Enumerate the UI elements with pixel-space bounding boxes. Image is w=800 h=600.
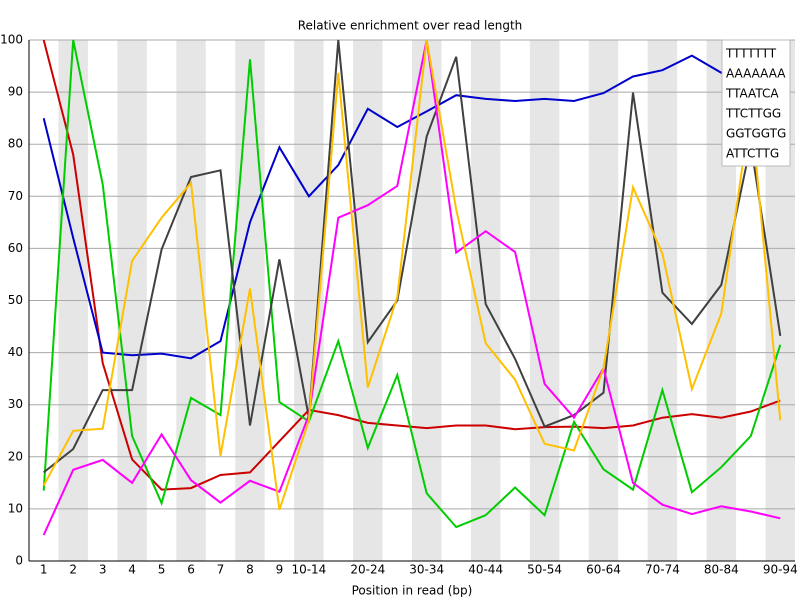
legend-label: AAAAAAA	[726, 67, 786, 81]
series-line	[42, 49, 781, 360]
x-tick-label: 70-74	[645, 563, 680, 577]
y-tick-label: 60	[8, 241, 23, 255]
y-tick-label: 50	[8, 293, 23, 307]
legend-label: TTCTTGG	[725, 107, 781, 121]
x-tick-label: 30-34	[409, 563, 444, 577]
y-tick-label: 70	[8, 189, 23, 203]
x-tick-label: 8	[246, 563, 254, 577]
x-tick-label: 60-64	[586, 563, 621, 577]
x-tick-label: 40-44	[468, 563, 503, 577]
x-tick-label: 90-94	[763, 563, 798, 577]
x-tick-label: 5	[158, 563, 166, 577]
legend-label: GGTGGTG	[726, 127, 786, 141]
x-tick-label: 4	[128, 563, 136, 577]
legend-label: ATTCTTG	[726, 147, 779, 161]
series-line	[43, 39, 782, 474]
series-line	[42, 39, 782, 529]
y-tick-label: 80	[8, 137, 23, 151]
x-tick-label: 2	[69, 563, 77, 577]
y-tick-label: 90	[8, 85, 23, 99]
x-tick-label: 3	[99, 563, 107, 577]
chart-title: Relative enrichment over read length	[298, 19, 523, 33]
legend-label: TTTTTTT	[725, 47, 777, 61]
x-tick-label: 9	[276, 563, 284, 577]
legend-label: TTAATCA	[725, 87, 779, 101]
series-line	[42, 39, 781, 536]
y-tick-label: 100	[0, 33, 23, 47]
y-tick-label: 40	[8, 345, 23, 359]
series-line	[42, 39, 782, 511]
x-axis-label: Position in read (bp)	[352, 584, 473, 598]
x-tick-label: 7	[217, 563, 225, 577]
y-tick-label: 10	[8, 501, 23, 515]
x-tick-label: 50-54	[527, 563, 562, 577]
y-tick-label: 0	[15, 554, 23, 568]
y-tick-label: 20	[8, 449, 23, 463]
x-tick-label: 20-24	[350, 563, 385, 577]
x-tick-label: 80-84	[704, 563, 739, 577]
x-tick-label: 6	[187, 563, 195, 577]
y-tick-label: 30	[8, 397, 23, 411]
x-tick-label: 1	[40, 563, 48, 577]
legend-box	[721, 39, 791, 167]
x-tick-label: 10-14	[291, 563, 326, 577]
